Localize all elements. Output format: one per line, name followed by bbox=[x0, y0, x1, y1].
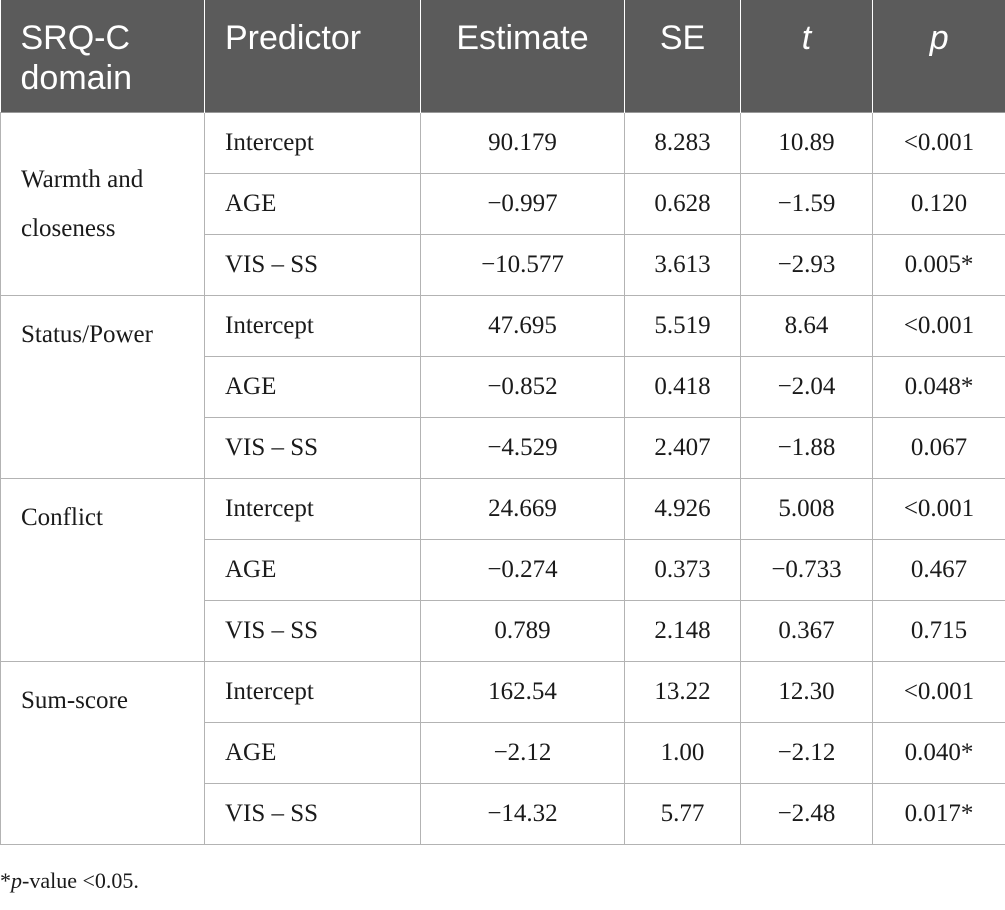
p-cell: <0.001 bbox=[872, 660, 1005, 723]
p-cell: 0.005* bbox=[872, 233, 1005, 296]
estimate-cell: −0.852 bbox=[420, 355, 625, 418]
table-row: AGE −0.852 0.418 −2.04 0.048* bbox=[1, 355, 1005, 418]
table-body: Warmth and closeness Intercept 90.179 8.… bbox=[0, 111, 1005, 845]
estimate-cell: 162.54 bbox=[420, 660, 625, 723]
t-cell: 0.367 bbox=[740, 599, 873, 662]
p-cell: 0.467 bbox=[872, 538, 1005, 601]
se-cell: 2.407 bbox=[624, 416, 741, 479]
predictor-cell: VIS – SS bbox=[204, 233, 421, 296]
domain-cell: Status/Power bbox=[0, 294, 205, 479]
p-cell: 0.067 bbox=[872, 416, 1005, 479]
predictor-cell: AGE bbox=[204, 721, 421, 784]
se-cell: 3.613 bbox=[624, 233, 741, 296]
t-cell: −2.48 bbox=[740, 782, 873, 845]
t-cell: −1.59 bbox=[740, 172, 873, 235]
t-cell: −2.93 bbox=[740, 233, 873, 296]
se-cell: 5.519 bbox=[624, 294, 741, 357]
se-cell: 0.373 bbox=[624, 538, 741, 601]
table-row: VIS – SS −10.577 3.613 −2.93 0.005* bbox=[1, 233, 1005, 296]
table-row: AGE −0.274 0.373 −0.733 0.467 bbox=[1, 538, 1005, 601]
t-cell: 10.89 bbox=[740, 111, 873, 174]
domain-cell: Conflict bbox=[0, 477, 205, 662]
se-cell: 4.926 bbox=[624, 477, 741, 540]
footnote-star: * bbox=[0, 868, 11, 893]
domain-cell: Sum-score bbox=[0, 660, 205, 845]
estimate-cell: −4.529 bbox=[420, 416, 625, 479]
p-cell: <0.001 bbox=[872, 111, 1005, 174]
header-row: SRQ-C domain Predictor Estimate SE t p bbox=[0, 0, 1005, 112]
t-cell: −2.04 bbox=[740, 355, 873, 418]
header-domain: SRQ-C domain bbox=[0, 0, 205, 112]
table-footnote: *p-value <0.05. bbox=[0, 868, 139, 894]
predictor-cell: Intercept bbox=[204, 111, 421, 174]
header-p: p bbox=[929, 19, 949, 57]
regression-results-table: SRQ-C domain Predictor Estimate SE t p W… bbox=[0, 0, 1005, 845]
predictor-cell: Intercept bbox=[204, 660, 421, 723]
table-row: VIS – SS 0.789 2.148 0.367 0.715 bbox=[1, 599, 1005, 662]
table-row: Conflict Intercept 24.669 4.926 5.008 <0… bbox=[0, 477, 1005, 662]
table-row: Sum-score Intercept 162.54 13.22 12.30 <… bbox=[0, 660, 1005, 845]
table-header: SRQ-C domain Predictor Estimate SE t p bbox=[0, 0, 1005, 112]
estimate-cell: −0.274 bbox=[420, 538, 625, 601]
header-predictor: Predictor bbox=[204, 0, 421, 112]
header-se: SE bbox=[624, 0, 741, 112]
header-estimate: Estimate bbox=[420, 0, 625, 112]
p-cell: 0.017* bbox=[872, 782, 1005, 845]
estimate-cell: −2.12 bbox=[420, 721, 625, 784]
p-cell: 0.040* bbox=[872, 721, 1005, 784]
table-row: VIS – SS −14.32 5.77 −2.48 0.017* bbox=[1, 782, 1005, 845]
estimate-cell: 24.669 bbox=[420, 477, 625, 540]
se-cell: 0.418 bbox=[624, 355, 741, 418]
estimate-cell: 0.789 bbox=[420, 599, 625, 662]
table-row: AGE −2.12 1.00 −2.12 0.040* bbox=[1, 721, 1005, 784]
t-cell: 8.64 bbox=[740, 294, 873, 357]
se-cell: 5.77 bbox=[624, 782, 741, 845]
table-row: Status/Power Intercept 47.695 5.519 8.64… bbox=[0, 294, 1005, 479]
predictor-cell: VIS – SS bbox=[204, 782, 421, 845]
predictor-cell: AGE bbox=[204, 355, 421, 418]
domain-cell: Warmth and closeness bbox=[0, 111, 205, 296]
p-cell: <0.001 bbox=[872, 477, 1005, 540]
se-cell: 8.283 bbox=[624, 111, 741, 174]
se-cell: 13.22 bbox=[624, 660, 741, 723]
t-cell: −1.88 bbox=[740, 416, 873, 479]
predictor-cell: AGE bbox=[204, 538, 421, 601]
table-row: Warmth and closeness Intercept 90.179 8.… bbox=[0, 111, 1005, 296]
se-cell: 2.148 bbox=[624, 599, 741, 662]
predictor-cell: AGE bbox=[204, 172, 421, 235]
results-table-container: SRQ-C domain Predictor Estimate SE t p W… bbox=[0, 0, 1005, 845]
predictor-cell: Intercept bbox=[204, 477, 421, 540]
estimate-cell: −14.32 bbox=[420, 782, 625, 845]
predictor-cell: VIS – SS bbox=[204, 599, 421, 662]
t-cell: 5.008 bbox=[740, 477, 873, 540]
se-cell: 1.00 bbox=[624, 721, 741, 784]
footnote-text: -value <0.05. bbox=[22, 868, 139, 893]
p-cell: <0.001 bbox=[872, 294, 1005, 357]
estimate-cell: −0.997 bbox=[420, 172, 625, 235]
footnote-p-label: p bbox=[11, 868, 22, 893]
p-cell: 0.048* bbox=[872, 355, 1005, 418]
t-cell: −0.733 bbox=[740, 538, 873, 601]
estimate-cell: 90.179 bbox=[420, 111, 625, 174]
se-cell: 0.628 bbox=[624, 172, 741, 235]
p-cell: 0.120 bbox=[872, 172, 1005, 235]
predictor-cell: VIS – SS bbox=[204, 416, 421, 479]
estimate-cell: 47.695 bbox=[420, 294, 625, 357]
t-cell: −2.12 bbox=[740, 721, 873, 784]
table-row: VIS – SS −4.529 2.407 −1.88 0.067 bbox=[1, 416, 1005, 479]
t-cell: 12.30 bbox=[740, 660, 873, 723]
p-cell: 0.715 bbox=[872, 599, 1005, 662]
estimate-cell: −10.577 bbox=[420, 233, 625, 296]
header-t: t bbox=[740, 0, 873, 112]
predictor-cell: Intercept bbox=[204, 294, 421, 357]
